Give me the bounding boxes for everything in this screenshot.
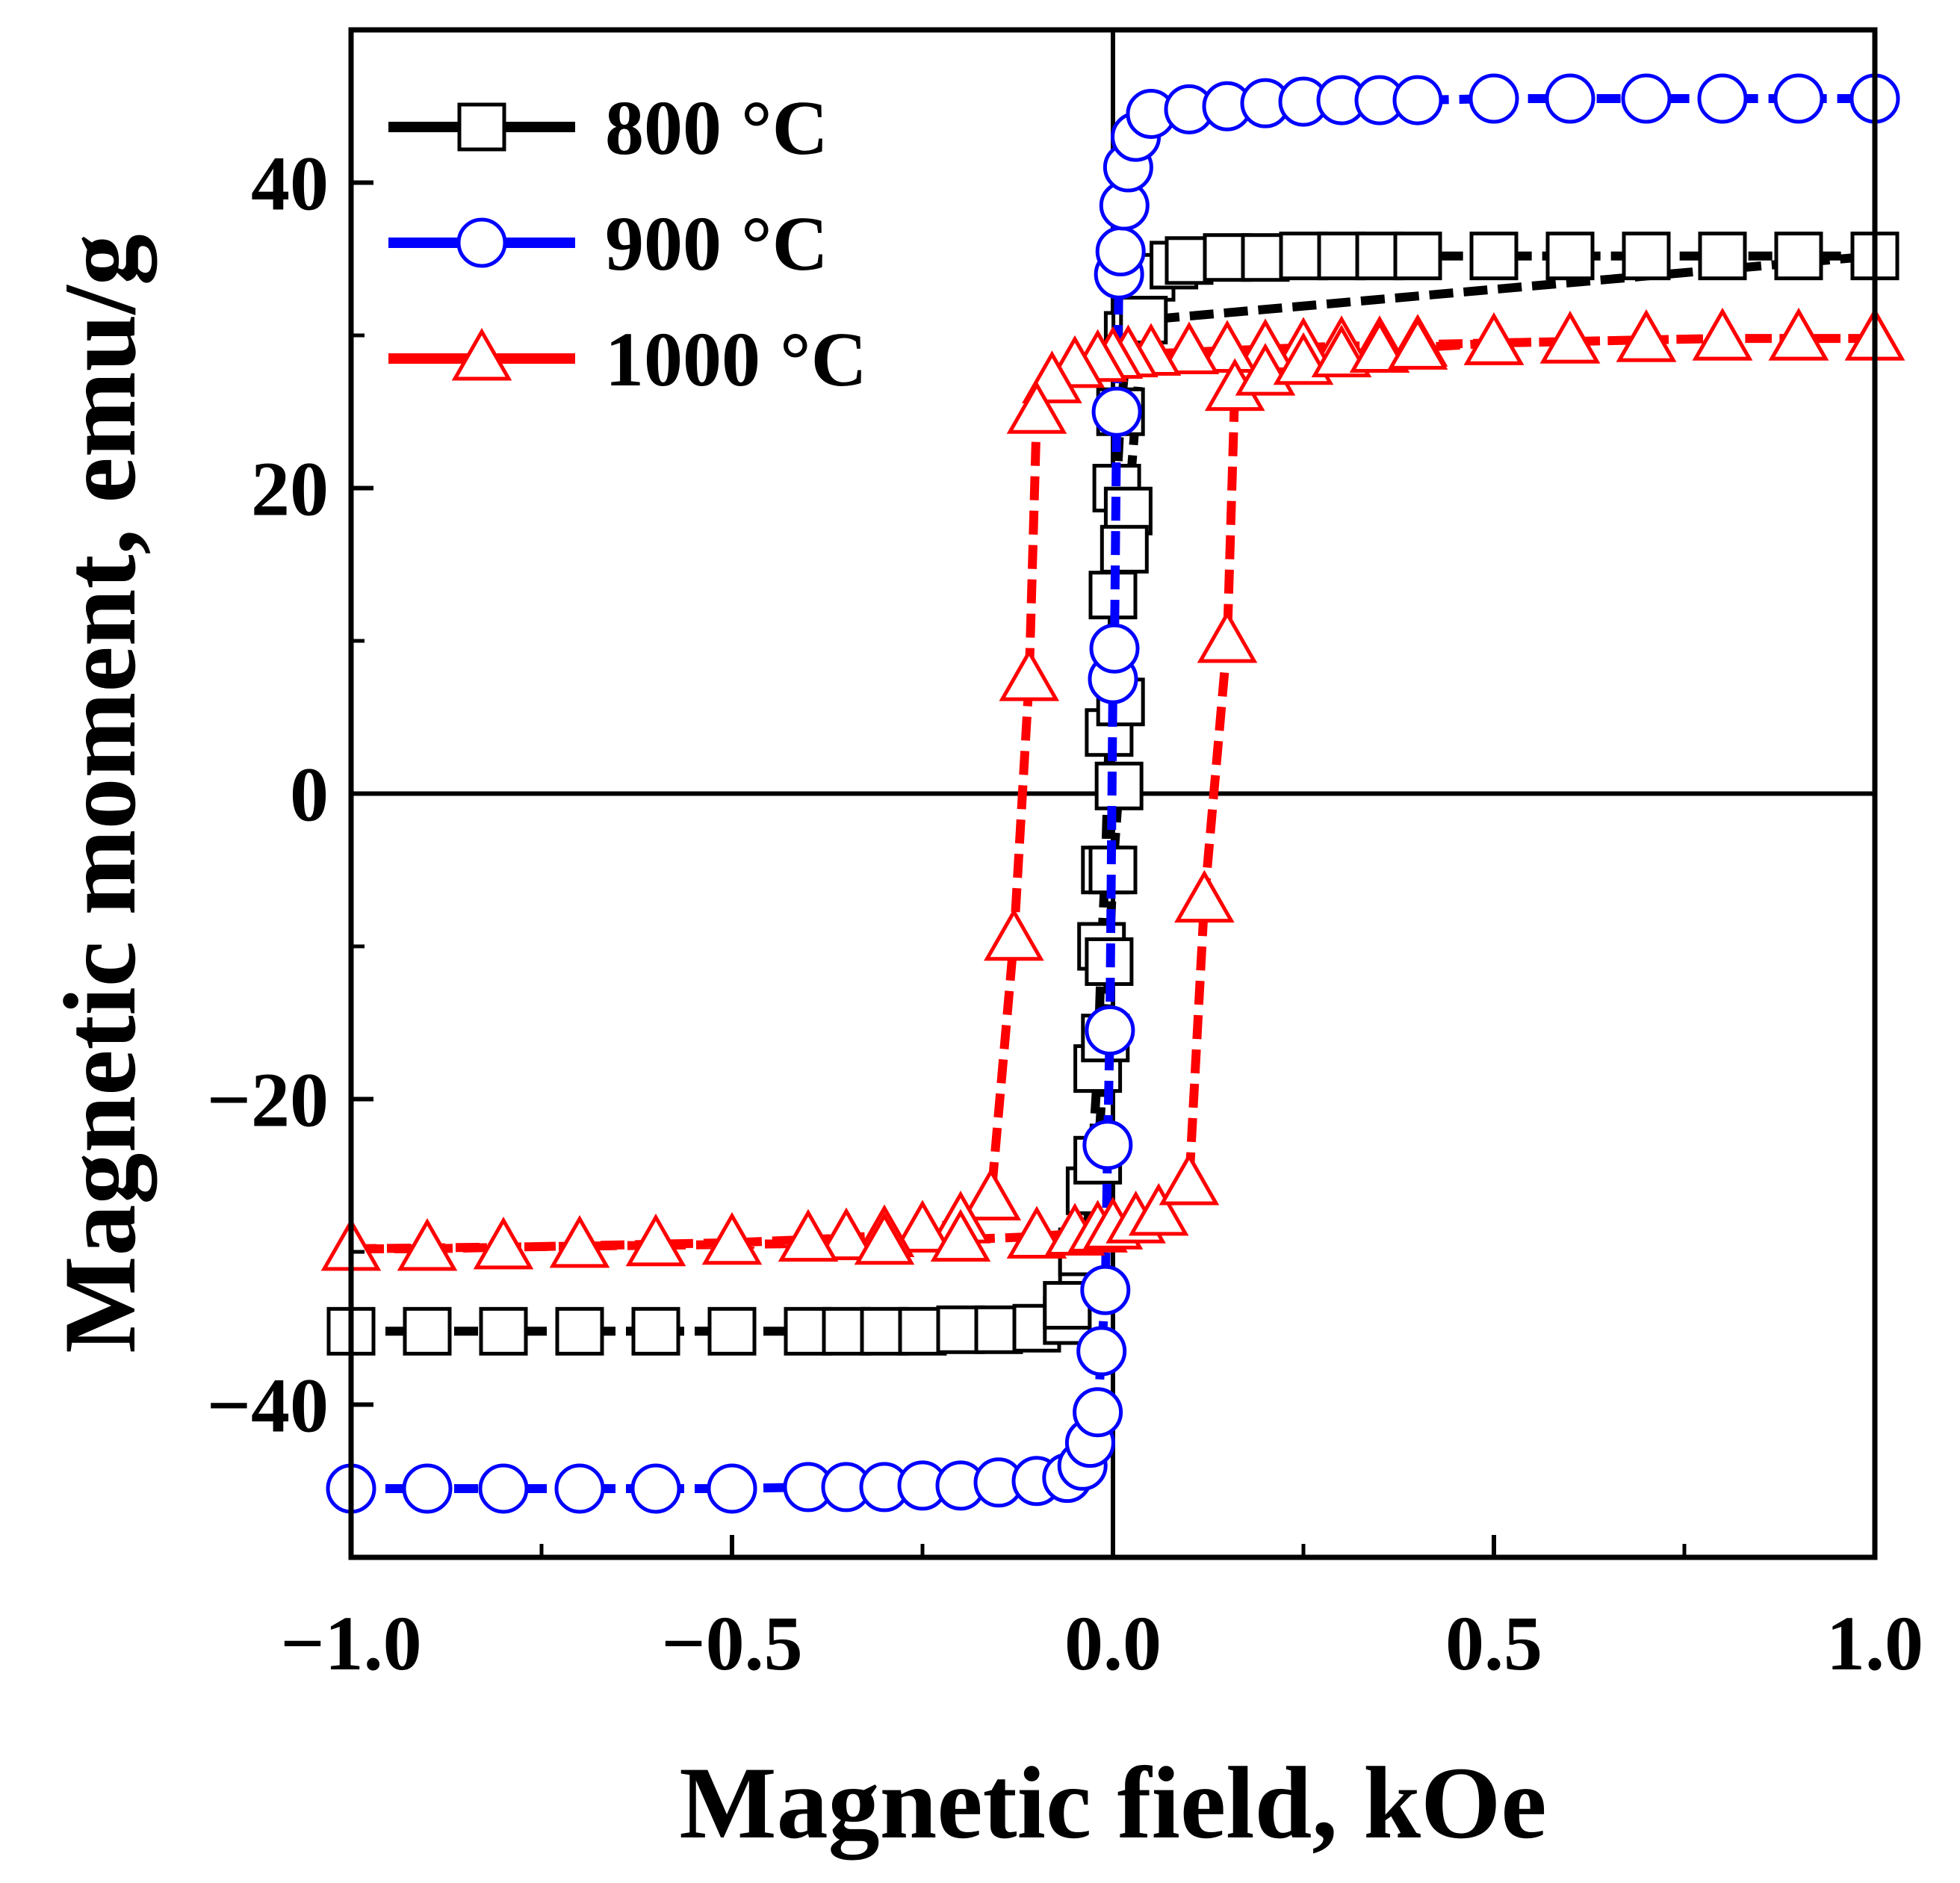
data-point — [1692, 308, 1753, 361]
data-point — [1159, 1152, 1220, 1206]
data-point — [1768, 308, 1829, 361]
y-tick-label: −20 — [207, 1058, 329, 1144]
data-point — [625, 1213, 686, 1267]
data-point — [1080, 1265, 1131, 1315]
data-point — [1159, 321, 1220, 374]
legend-item: 800 °C — [388, 85, 828, 171]
data-point — [630, 1463, 681, 1514]
data-point — [1392, 75, 1443, 125]
x-tick-label: −1.0 — [280, 1601, 421, 1687]
ticks-layer: −1.0 −0.5 0.0 0.5 1.0 −40 −20 0 20 40 — [207, 28, 1923, 1687]
series-1 — [326, 73, 1900, 1514]
data-point — [1545, 73, 1595, 124]
data-point — [1100, 524, 1149, 574]
data-point — [1091, 386, 1142, 437]
data-point — [554, 1463, 605, 1514]
legend: 800 °C 900 °C 1000 °C — [388, 85, 867, 403]
data-point — [403, 1306, 452, 1356]
legend-item: 1000 °C — [388, 317, 867, 403]
x-tick-label: 0.0 — [1064, 1601, 1162, 1687]
data-point — [478, 1463, 529, 1514]
data-point — [930, 1209, 991, 1262]
data-point — [1545, 232, 1595, 281]
x-tick-label: 0.5 — [1445, 1601, 1542, 1687]
data-point — [1006, 381, 1067, 434]
data-point — [892, 1200, 953, 1253]
data-point — [1621, 73, 1672, 124]
legend-label: 1000 °C — [605, 317, 867, 403]
data-point — [1463, 312, 1525, 365]
data-point — [479, 1306, 528, 1356]
data-point — [1773, 73, 1824, 124]
data-point — [1469, 232, 1519, 281]
data-point — [631, 1306, 680, 1356]
data-point — [1622, 232, 1671, 281]
y-tick-label: 40 — [251, 141, 329, 227]
data-point — [402, 1463, 453, 1514]
data-point — [701, 1212, 763, 1265]
legend-item: 900 °C — [388, 201, 828, 287]
data-point — [1697, 73, 1748, 124]
legend-marker — [451, 327, 512, 381]
data-point — [1174, 869, 1235, 923]
y-tick-label: −40 — [207, 1363, 329, 1449]
data-point — [1082, 1120, 1133, 1170]
data-point — [1095, 226, 1146, 277]
data-point — [473, 1216, 534, 1270]
data-point — [816, 1207, 877, 1261]
y-tick-label: 0 — [290, 752, 329, 838]
series-layer — [320, 73, 1905, 1514]
legend-label: 900 °C — [605, 201, 828, 287]
data-point — [707, 1463, 757, 1514]
x-tick-label: −0.5 — [661, 1601, 802, 1687]
data-point — [1469, 73, 1519, 124]
data-point — [707, 1306, 757, 1356]
data-point — [999, 648, 1060, 701]
data-point — [1076, 1326, 1127, 1377]
data-point — [549, 1215, 610, 1268]
data-point — [1085, 1005, 1135, 1055]
data-point — [1197, 320, 1258, 373]
data-point — [1094, 761, 1144, 810]
y-axis-title: Magnetic moment, emu/g — [43, 234, 157, 1353]
data-point — [1073, 1387, 1123, 1438]
series-2 — [320, 308, 1905, 1271]
data-point — [1128, 1182, 1189, 1236]
data-point — [1387, 317, 1448, 370]
x-tick-label: 1.0 — [1826, 1601, 1923, 1687]
x-axis-title: Magnetic field, kOe — [679, 1746, 1546, 1860]
data-point — [555, 1306, 604, 1356]
data-point — [961, 1167, 1022, 1220]
data-point — [1616, 309, 1677, 362]
legend-label: 800 °C — [605, 85, 828, 171]
data-point — [1393, 232, 1442, 281]
data-point — [1006, 1206, 1067, 1259]
data-point — [1539, 311, 1601, 364]
data-point — [778, 1209, 839, 1262]
data-point — [397, 1217, 458, 1271]
data-point — [1197, 609, 1258, 663]
y-tick-label: 20 — [251, 447, 329, 533]
legend-marker — [456, 217, 507, 268]
data-point — [984, 908, 1044, 961]
data-point — [1349, 320, 1410, 373]
data-point — [1774, 232, 1823, 281]
data-point — [1698, 232, 1747, 281]
legend-marker — [457, 102, 506, 152]
data-point — [854, 1212, 915, 1265]
data-point — [1089, 623, 1140, 674]
